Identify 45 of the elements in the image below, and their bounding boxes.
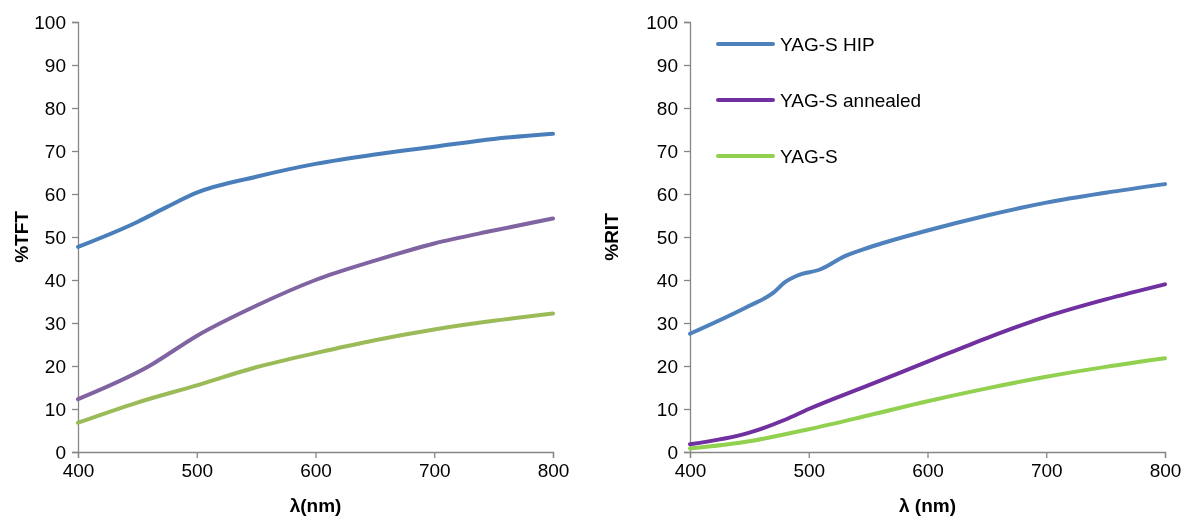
line-series (688, 282, 1167, 447)
line-series (76, 216, 555, 402)
x-tick-label: 800 (1149, 460, 1182, 482)
x-axis-title: λ(nm) (289, 495, 342, 516)
y-tick-label: 100 (646, 11, 678, 33)
y-tick-label: 100 (34, 11, 66, 33)
line-series (688, 356, 1167, 451)
x-tick-label: 500 (793, 460, 826, 482)
y-tick-label: 90 (656, 54, 678, 76)
y-axis-title: %TFT (11, 210, 32, 263)
y-tick-label: 20 (44, 355, 66, 377)
line-series (76, 311, 555, 425)
y-tick-label: 80 (656, 97, 678, 119)
y-tick-label: 50 (44, 226, 66, 248)
y-tick-label: 10 (656, 398, 678, 420)
y-tick-label: 50 (656, 226, 678, 248)
line-series (76, 131, 555, 249)
x-tick-label: 400 (674, 460, 707, 482)
y-tick-label: 30 (44, 312, 66, 334)
y-tick-label: 60 (656, 183, 678, 205)
y-tick-label: 0 (55, 441, 66, 463)
y-tick-label: 70 (44, 140, 66, 162)
y-tick-label: 0 (667, 441, 678, 463)
x-tick-label: 800 (537, 460, 570, 482)
y-tick-label: 30 (656, 312, 678, 334)
x-tick-label: 700 (418, 460, 451, 482)
y-tick-label: 40 (44, 269, 66, 291)
y-axis-title: %RIT (601, 212, 622, 261)
x-axis-title: λ (nm) (899, 495, 956, 516)
x-tick-label: 600 (300, 460, 332, 482)
y-tick-label: 70 (656, 140, 678, 162)
y-tick-label: 90 (44, 54, 66, 76)
x-tick-label: 600 (912, 460, 944, 482)
x-tick-label: 500 (181, 460, 214, 482)
legend-label: YAG-S HIP (780, 34, 875, 55)
y-tick-label: 10 (44, 398, 66, 420)
x-tick-label: 700 (1030, 460, 1063, 482)
y-tick-label: 60 (44, 183, 66, 205)
line-series (688, 182, 1167, 336)
y-tick-label: 40 (656, 269, 678, 291)
legend-label: YAG-S annealed (780, 90, 922, 111)
y-tick-label: 80 (44, 97, 66, 119)
x-tick-label: 400 (62, 460, 95, 482)
y-tick-label: 20 (656, 355, 678, 377)
legend-label: YAG-S (780, 146, 838, 167)
